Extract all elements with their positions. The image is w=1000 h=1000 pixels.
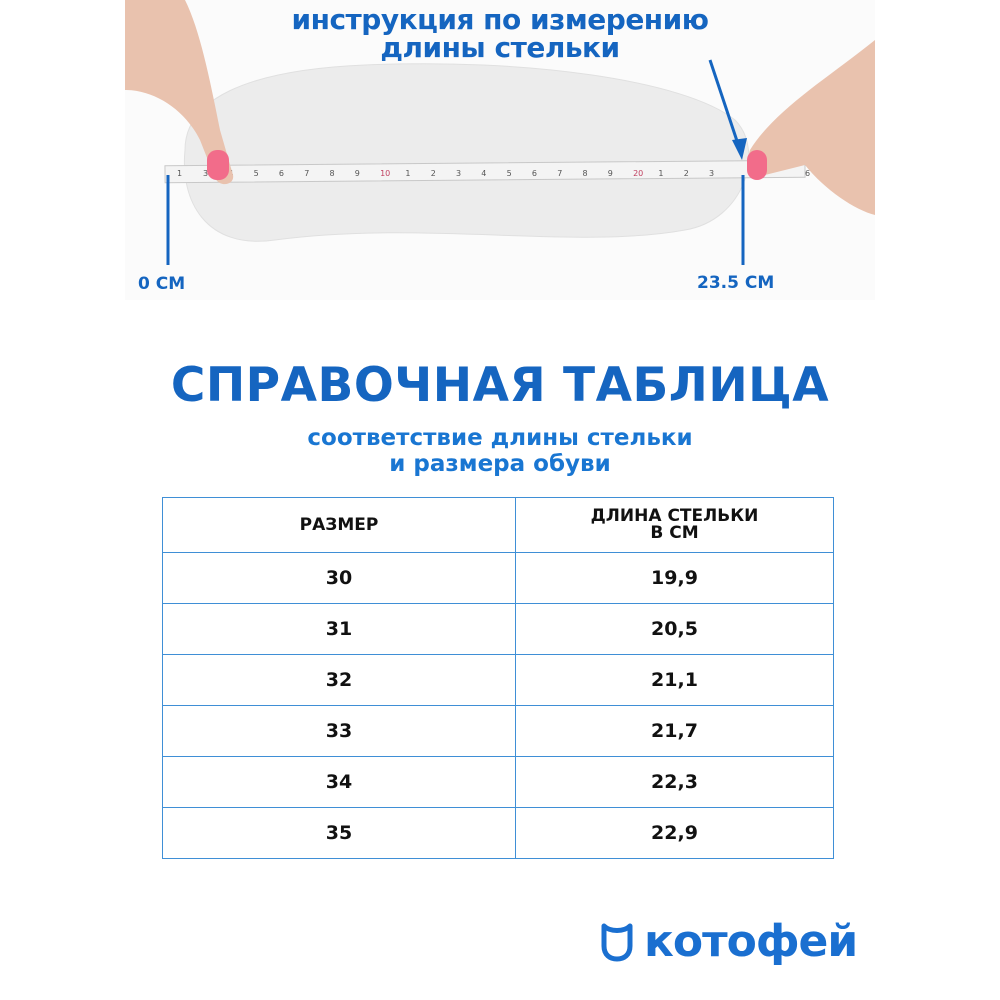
length-cell: 19,9 bbox=[515, 552, 834, 604]
tape-mark: 8 bbox=[330, 169, 335, 178]
table-row: 34 22,3 bbox=[162, 756, 834, 808]
size-table: РАЗМЕР ДЛИНА СТЕЛЬКИ В СМ 30 19,9 31 20,5 32 2… bbox=[162, 497, 834, 859]
table-header-row: РАЗМЕР ДЛИНА СТЕЛЬКИ В СМ bbox=[162, 497, 834, 553]
tape-mark: 20 bbox=[633, 169, 643, 178]
tape-mark: 3 bbox=[709, 169, 714, 178]
tape-mark: 3 bbox=[456, 169, 461, 178]
tape-mark: 4 bbox=[481, 169, 486, 178]
size-cell: 34 bbox=[162, 756, 516, 808]
tape-mark: 9 bbox=[608, 169, 613, 178]
reference-subtitle-line1: соответствие длины стельки bbox=[307, 425, 693, 451]
right-hand bbox=[747, 40, 875, 215]
header-length-line1: ДЛИНА СТЕЛЬКИ bbox=[590, 506, 759, 526]
header-length: ДЛИНА СТЕЛЬКИ В СМ bbox=[515, 497, 834, 553]
tape-mark: 7 bbox=[304, 169, 309, 178]
length-cell: 22,9 bbox=[515, 807, 834, 859]
arrow-icon bbox=[708, 59, 742, 151]
tape-mark: 8 bbox=[583, 169, 588, 178]
tape-mark: 1 bbox=[658, 169, 663, 178]
tape-mark: 6 bbox=[279, 169, 284, 178]
tape-mark: 3 bbox=[203, 169, 208, 178]
insole-measurement-photo: 1345678910123456789201236 bbox=[125, 0, 875, 300]
size-cell: 32 bbox=[162, 654, 516, 706]
size-cell: 33 bbox=[162, 705, 516, 757]
size-cell: 31 bbox=[162, 603, 516, 655]
left-hand bbox=[125, 0, 234, 185]
table-row: 35 22,9 bbox=[162, 807, 834, 859]
tape-mark: 7 bbox=[557, 169, 562, 178]
tape-mark: 1 bbox=[405, 169, 410, 178]
tape-mark: 5 bbox=[254, 169, 259, 178]
reference-title: СПРАВОЧНАЯ ТАБЛИЦА bbox=[170, 358, 830, 413]
size-cell: 35 bbox=[162, 807, 516, 859]
table-row: 32 21,1 bbox=[162, 654, 834, 706]
table-row: 30 19,9 bbox=[162, 552, 834, 604]
size-cell: 30 bbox=[162, 552, 516, 604]
tape-mark: 1 bbox=[177, 169, 182, 178]
table-row: 31 20,5 bbox=[162, 603, 834, 655]
instruction-title-line1: инструкция по измерению bbox=[291, 3, 709, 36]
cat-head-outline-icon bbox=[601, 923, 633, 961]
measuring-tape bbox=[164, 159, 806, 184]
length-cell: 22,3 bbox=[515, 756, 834, 808]
brand-name: котофей bbox=[644, 916, 858, 967]
header-size: РАЗМЕР bbox=[162, 497, 516, 553]
end-label: 23.5 СМ bbox=[697, 273, 775, 293]
instruction-title-line2: длины стельки bbox=[380, 31, 620, 64]
start-label: 0 СМ bbox=[138, 274, 186, 294]
insole bbox=[183, 63, 750, 242]
tape-mark: 6 bbox=[805, 169, 810, 178]
length-cell: 21,1 bbox=[515, 654, 834, 706]
tape-mark: 2 bbox=[431, 169, 436, 178]
table-row: 33 21,7 bbox=[162, 705, 834, 757]
tape-mark: 9 bbox=[355, 169, 360, 178]
length-cell: 20,5 bbox=[515, 603, 834, 655]
tape-mark: 5 bbox=[507, 169, 512, 178]
header-length-line2: В СМ bbox=[650, 523, 699, 543]
brand-logo: котофей bbox=[600, 916, 858, 967]
tape-mark: 6 bbox=[532, 169, 537, 178]
length-cell: 21,7 bbox=[515, 705, 834, 757]
reference-subtitle-line2: и размера обуви bbox=[389, 451, 611, 477]
tape-mark: 2 bbox=[684, 169, 689, 178]
tape-mark: 10 bbox=[380, 169, 390, 178]
